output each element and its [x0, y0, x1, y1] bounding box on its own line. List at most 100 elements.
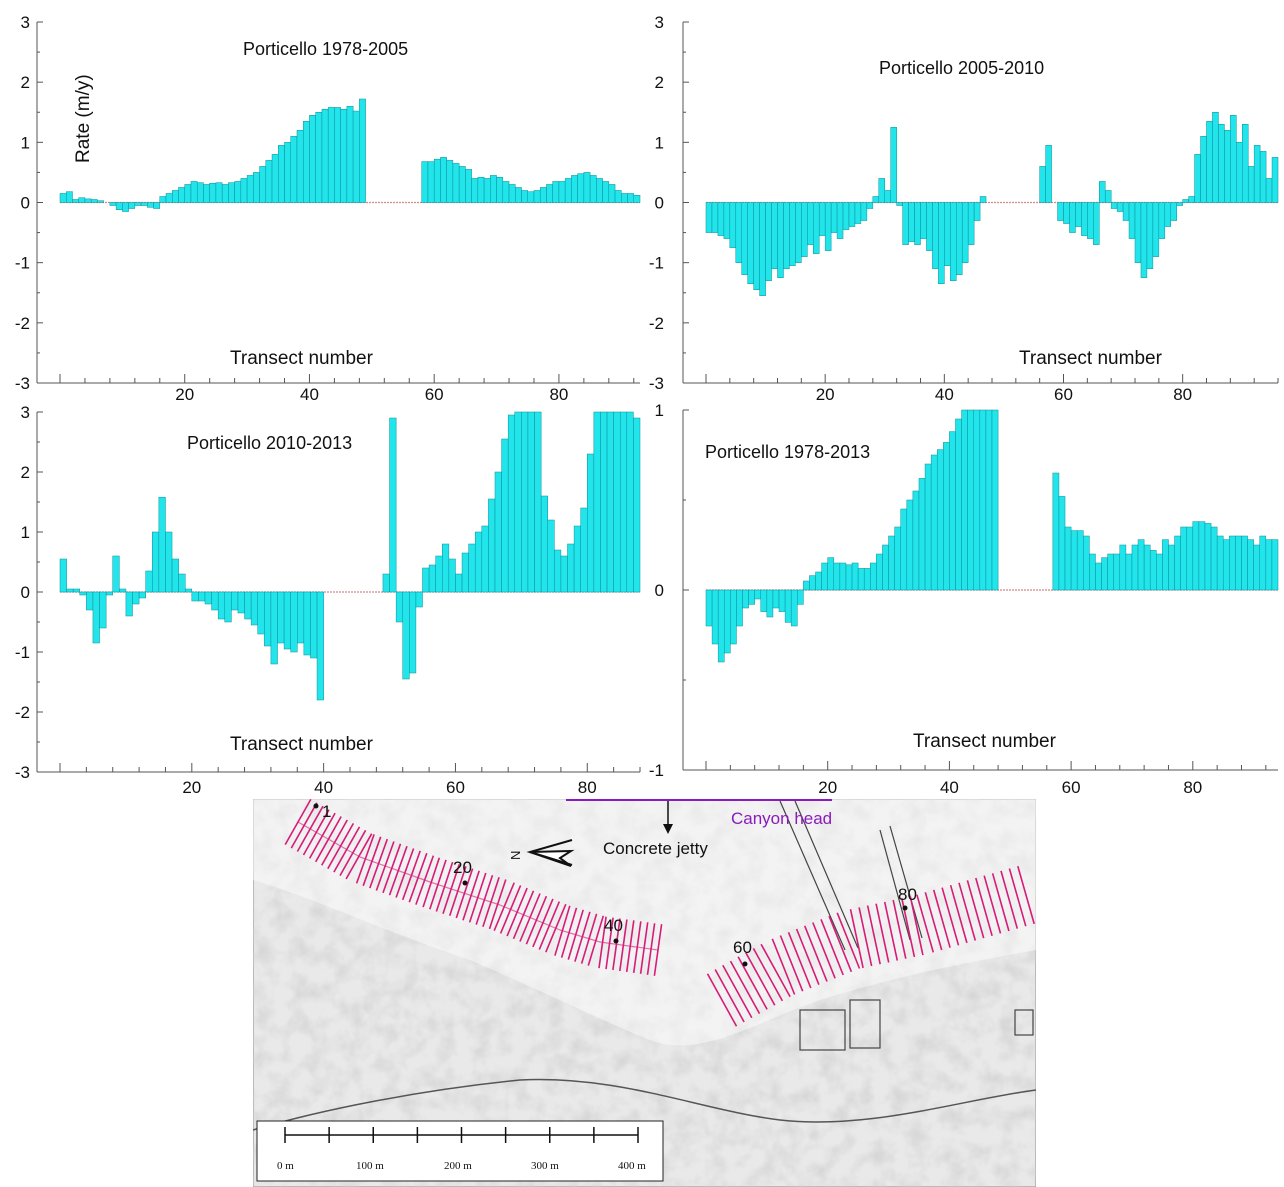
bar	[277, 591, 285, 644]
bar	[813, 202, 820, 254]
scale-label: 300 m	[531, 1160, 559, 1172]
bar	[1099, 181, 1106, 203]
bar	[614, 190, 622, 203]
transect-line	[924, 892, 943, 951]
bar	[944, 202, 951, 266]
bar	[521, 190, 529, 203]
north-label: N	[508, 851, 523, 860]
chart-1978-2013: 1 0 -1 20 40 60 80	[649, 401, 1279, 797]
bar	[851, 562, 859, 591]
bar	[1113, 553, 1121, 591]
x-tick-label: 80	[549, 385, 568, 404]
bar	[1186, 526, 1194, 591]
transect-line	[706, 973, 738, 1027]
chart-title: Porticello 1978-2013	[705, 442, 870, 462]
transect-line	[812, 922, 836, 979]
bar	[132, 591, 140, 605]
bar	[1224, 130, 1231, 203]
transect-line	[803, 925, 828, 982]
bar	[250, 591, 258, 626]
bar	[297, 591, 305, 644]
x-tick-label: 20	[182, 778, 201, 797]
bar	[309, 115, 316, 203]
x-axis-label: Transect number	[230, 348, 374, 369]
bar	[560, 555, 568, 593]
bar	[228, 182, 235, 203]
bar	[842, 202, 850, 230]
bar	[797, 589, 804, 605]
y-tick-label: 1	[21, 133, 30, 152]
bar	[626, 411, 634, 593]
bar	[84, 198, 92, 203]
transect-line	[932, 889, 951, 948]
bar	[848, 202, 856, 227]
transect-line	[916, 894, 935, 953]
bar	[86, 591, 94, 611]
bar	[471, 178, 479, 203]
bar	[596, 178, 603, 203]
bar	[172, 190, 179, 203]
bar	[1271, 157, 1279, 203]
y-tick-label: 1	[655, 133, 664, 152]
bar	[1128, 202, 1136, 239]
bar	[178, 573, 186, 593]
bar	[765, 202, 772, 281]
bar	[1235, 535, 1242, 591]
transect-line	[983, 875, 1002, 934]
y-tick-label: 0	[21, 194, 30, 213]
bar	[1122, 202, 1130, 221]
bar	[105, 591, 113, 596]
bar	[178, 187, 185, 203]
bar	[409, 591, 417, 674]
bar	[627, 193, 635, 203]
bar	[1146, 202, 1154, 269]
bar	[1162, 539, 1169, 591]
x-tick-label: 60	[446, 778, 465, 797]
bar	[215, 182, 223, 203]
bar	[759, 202, 766, 297]
bar	[821, 562, 828, 591]
bar	[633, 195, 641, 203]
bar	[735, 202, 742, 263]
transect-line	[1017, 865, 1035, 925]
jetty-label: Concrete jetty	[603, 839, 708, 858]
transect-line	[958, 882, 977, 941]
y-tick-label: 3	[21, 403, 30, 422]
bar	[564, 178, 572, 203]
transect-label: 60	[733, 938, 752, 957]
bar	[1095, 562, 1102, 591]
scale-bar-box	[256, 1120, 664, 1182]
bar	[346, 105, 354, 203]
bar	[237, 591, 245, 614]
bar	[1229, 535, 1236, 591]
transect-line	[820, 919, 844, 976]
bar	[890, 127, 897, 203]
chart-title: Porticello 1978-2005	[243, 39, 408, 59]
bar	[748, 589, 755, 605]
bar	[334, 107, 341, 203]
bar	[894, 526, 901, 591]
chart-2005-2010: 3 2 1 0 -1 -2 -3 20 40 60 80	[649, 13, 1279, 404]
bar	[783, 202, 790, 269]
bar	[1198, 521, 1206, 591]
bar	[433, 158, 441, 203]
jetty-structure	[889, 825, 923, 939]
transect-marker	[902, 905, 908, 911]
bar	[753, 202, 760, 290]
bar	[1236, 142, 1243, 203]
bar	[1087, 202, 1094, 239]
bar	[914, 202, 921, 245]
bar	[190, 181, 198, 203]
bar	[481, 525, 489, 593]
transect-line	[729, 960, 761, 1014]
bar	[315, 112, 323, 203]
bar	[302, 121, 310, 203]
bar	[882, 544, 889, 591]
bar	[1140, 202, 1148, 278]
transect-line	[714, 969, 745, 1023]
building-outline	[799, 1009, 846, 1051]
bar	[711, 589, 719, 645]
bar	[415, 591, 423, 608]
bar	[382, 573, 390, 593]
